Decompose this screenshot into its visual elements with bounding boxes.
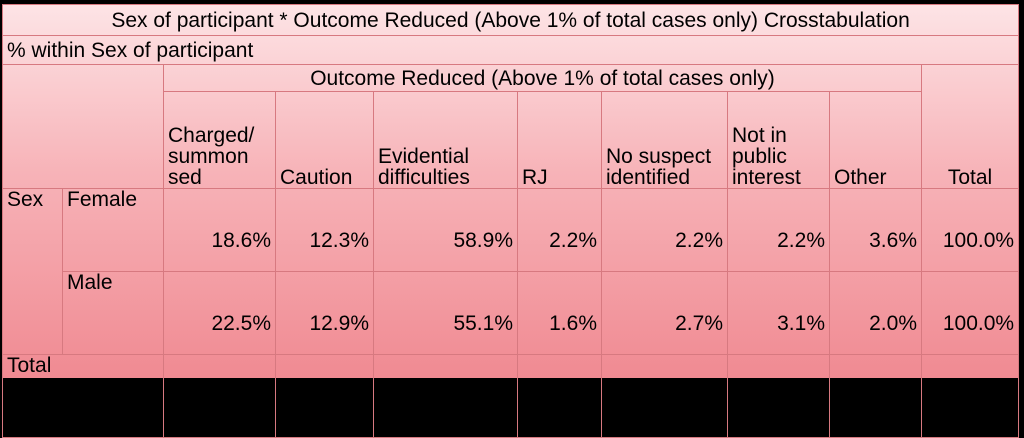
cell: 3.6% <box>829 188 922 272</box>
table-row: Total 20.8% 12.7% 56.8% 1.8% 2.5% 2.7% 2… <box>2 354 1020 438</box>
cell: 1.8% <box>517 354 602 438</box>
group-header: Outcome Reduced (Above 1% of total cases… <box>163 64 922 92</box>
cell: 2.2% <box>601 188 728 272</box>
column-header: RJ <box>517 91 602 189</box>
column-header: Not in public interest <box>727 91 830 189</box>
cell: 12.3% <box>275 188 374 272</box>
column-header-total: Total <box>920 64 1020 189</box>
total-row-label: Total <box>2 354 164 438</box>
table-title: Sex of participant * Outcome Reduced (Ab… <box>1 4 1020 36</box>
cell: 22.5% <box>163 271 276 355</box>
cell: 2.0% <box>829 271 922 355</box>
cell: 2.7% <box>829 354 922 438</box>
cell: 56.8% <box>373 354 518 438</box>
cell: 12.9% <box>275 271 374 355</box>
cell: 20.8% <box>163 354 276 438</box>
cell: 58.9% <box>373 188 518 272</box>
cell: 2.2% <box>727 188 830 272</box>
corner-cell <box>2 64 164 189</box>
cell: 100.0% <box>920 271 1020 355</box>
cell: 100.0% <box>920 188 1020 272</box>
row-group-label: Sex <box>2 188 63 355</box>
cell: 18.6% <box>163 188 276 272</box>
column-header: Other <box>829 91 922 189</box>
cell: 2.5% <box>601 354 728 438</box>
cell: 2.2% <box>517 188 602 272</box>
cell: 3.1% <box>727 271 830 355</box>
column-header: Caution <box>275 91 374 189</box>
column-header: Charged/ summon sed <box>163 91 276 189</box>
cell: 100.0% <box>920 354 1020 438</box>
table-row: Male 22.5% 12.9% 55.1% 1.6% 2.7% 3.1% 2.… <box>3 271 1020 355</box>
cell: 55.1% <box>373 271 518 355</box>
crosstab-table: Sex of participant * Outcome Reduced (Ab… <box>1 4 1020 438</box>
column-header: No suspect identified <box>601 91 728 189</box>
column-header: Evidential difficulties <box>373 91 518 189</box>
cell: 2.7% <box>727 354 830 438</box>
table-row: Sex Female 18.6% 12.3% 58.9% 2.2% 2.2% 2… <box>2 188 1020 355</box>
row-label: Male <box>62 271 164 355</box>
table-subtitle: % within Sex of participant <box>1 35 1020 65</box>
cell: 1.6% <box>517 271 602 355</box>
cell: 2.7% <box>601 271 728 355</box>
row-label: Female <box>62 188 164 272</box>
cell: 12.7% <box>275 354 374 438</box>
